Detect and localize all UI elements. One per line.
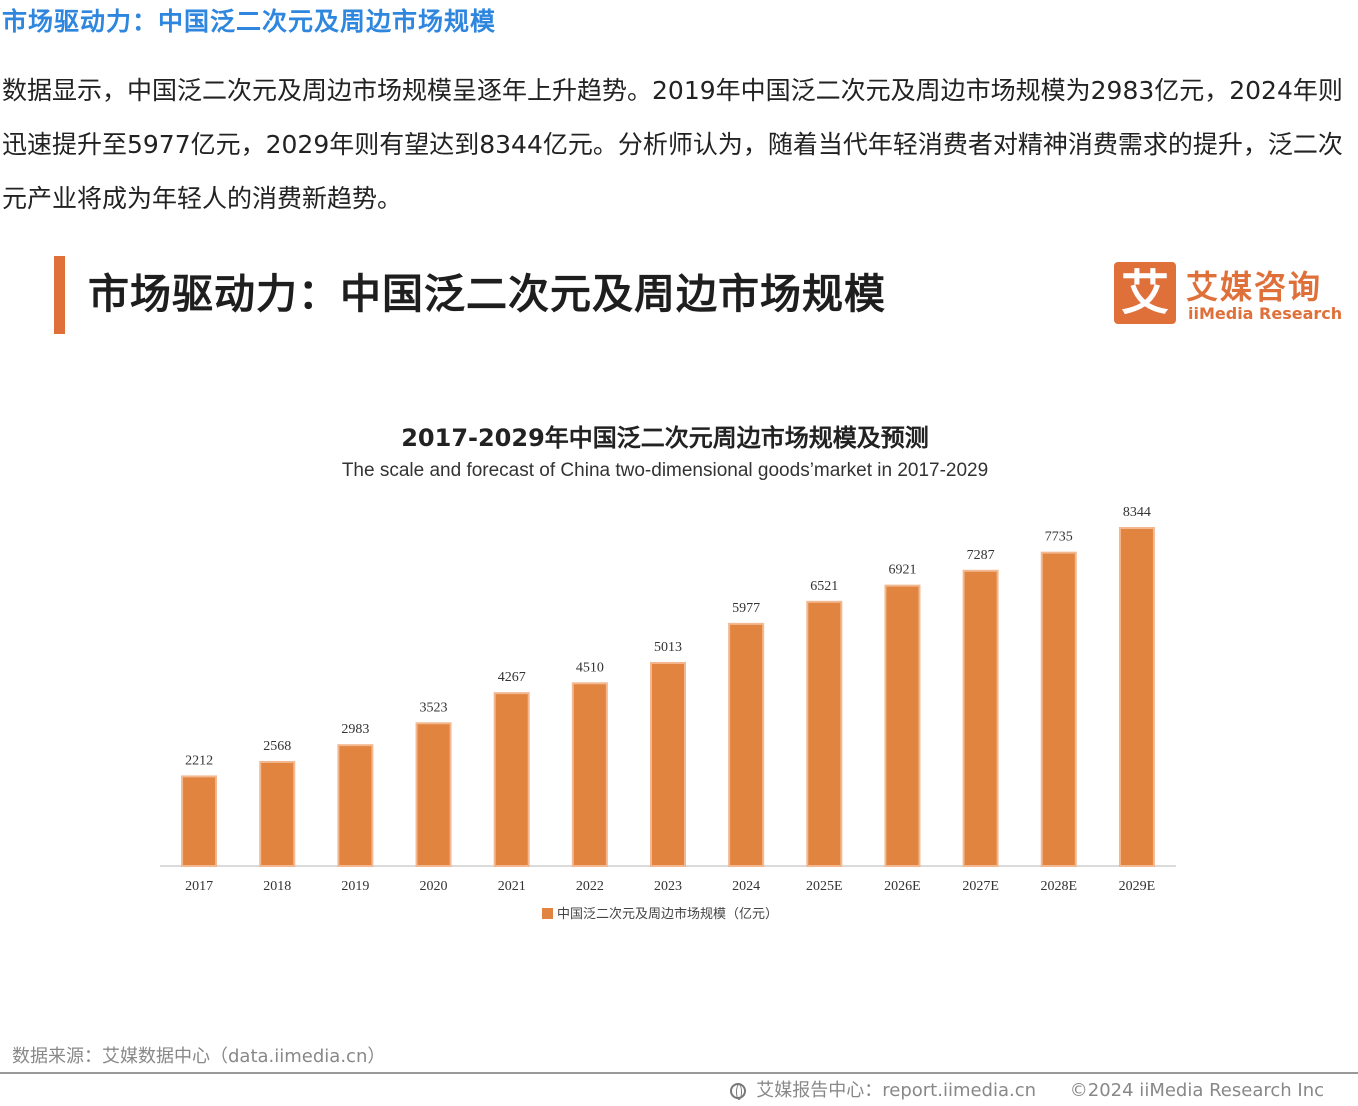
report-card: 市场驱动力：中国泛二次元及周边市场规模 艾 艾媒咨询 iiMedia Resea…: [0, 238, 1358, 1106]
bar: [728, 622, 765, 867]
x-tick-label: 2019: [341, 879, 369, 894]
x-tick-label: 2028E: [1040, 879, 1077, 894]
data-label: 3523: [420, 700, 448, 715]
footer: 艾媒报告中心：report.iimedia.cn ©2024 iiMedia R…: [724, 1076, 1324, 1102]
bar: [650, 661, 686, 867]
data-label: 5013: [654, 640, 682, 655]
bar: [415, 722, 452, 867]
bar: [493, 692, 530, 867]
data-label: 7287: [967, 548, 995, 563]
iimedia-logo: 艾 艾媒咨询 iiMedia Research: [1114, 262, 1344, 326]
data-label: 2568: [263, 739, 291, 754]
logo-chinese-name: 艾媒咨询: [1186, 268, 1323, 306]
bar: [1040, 551, 1077, 867]
bar: [337, 744, 374, 867]
globe-icon: [730, 1083, 747, 1100]
legend-swatch: [542, 908, 553, 919]
logo-mark-icon: 艾: [1114, 262, 1176, 324]
title-accent-bar: [54, 256, 65, 334]
x-tick-label: 2026E: [884, 879, 921, 894]
x-tick-label: 2021: [498, 879, 526, 894]
logo-english-name: iiMedia Research: [1188, 304, 1343, 323]
data-label: 6921: [888, 563, 916, 578]
data-label: 2983: [341, 722, 369, 737]
data-label: 2212: [185, 753, 213, 768]
x-tick-label: 2027E: [962, 879, 999, 894]
x-tick-label: 2023: [654, 879, 682, 894]
x-tick-label: 2017: [185, 879, 213, 894]
bar: [1118, 527, 1155, 867]
data-label: 8344: [1123, 505, 1151, 520]
x-tick-label: 2024: [732, 879, 760, 894]
data-source: 数据来源：艾媒数据中心（data.iimedia.cn）: [12, 1046, 386, 1067]
chart-subtitle: The scale and forecast of China two-dime…: [341, 460, 989, 481]
card-title: 市场驱动力：中国泛二次元及周边市场规模: [88, 270, 886, 318]
data-label: 7735: [1045, 530, 1073, 545]
footer-divider: [0, 1072, 1358, 1074]
data-label: 4267: [498, 670, 526, 685]
x-tick-label: 2025E: [806, 879, 843, 894]
bar: [571, 682, 608, 868]
legend-label: 中国泛二次元及周边市场规模（亿元）: [557, 906, 778, 922]
x-tick-label: 2029E: [1119, 879, 1156, 894]
bar: [806, 600, 843, 867]
bar: [884, 584, 921, 867]
bar: [181, 775, 218, 868]
x-tick-label: 2022: [576, 879, 604, 894]
data-label: 6521: [810, 579, 838, 594]
chart-title: 2017-2029年中国泛二次元周边市场规模及预测: [401, 424, 929, 452]
bar: [962, 569, 999, 867]
footer-copyright: ©2024 iiMedia Research Inc: [1069, 1080, 1324, 1101]
article-paragraph: 数据显示，中国泛二次元及周边市场规模呈逐年上升趋势。2019年中国泛二次元及周边…: [2, 76, 1343, 213]
article-heading: 市场驱动力：中国泛二次元及周边市场规模: [2, 7, 497, 36]
bar-chart: 2212 2017 2568 2018 2983 2019 3523 2020 4267 2021…: [160, 505, 1176, 922]
bar: [259, 760, 296, 868]
data-label: 5977: [732, 601, 760, 616]
data-label: 4510: [576, 660, 604, 675]
x-tick-label: 2018: [263, 879, 291, 894]
footer-report-link[interactable]: 艾媒报告中心：report.iimedia.cn: [756, 1080, 1037, 1101]
x-tick-label: 2020: [420, 879, 448, 894]
